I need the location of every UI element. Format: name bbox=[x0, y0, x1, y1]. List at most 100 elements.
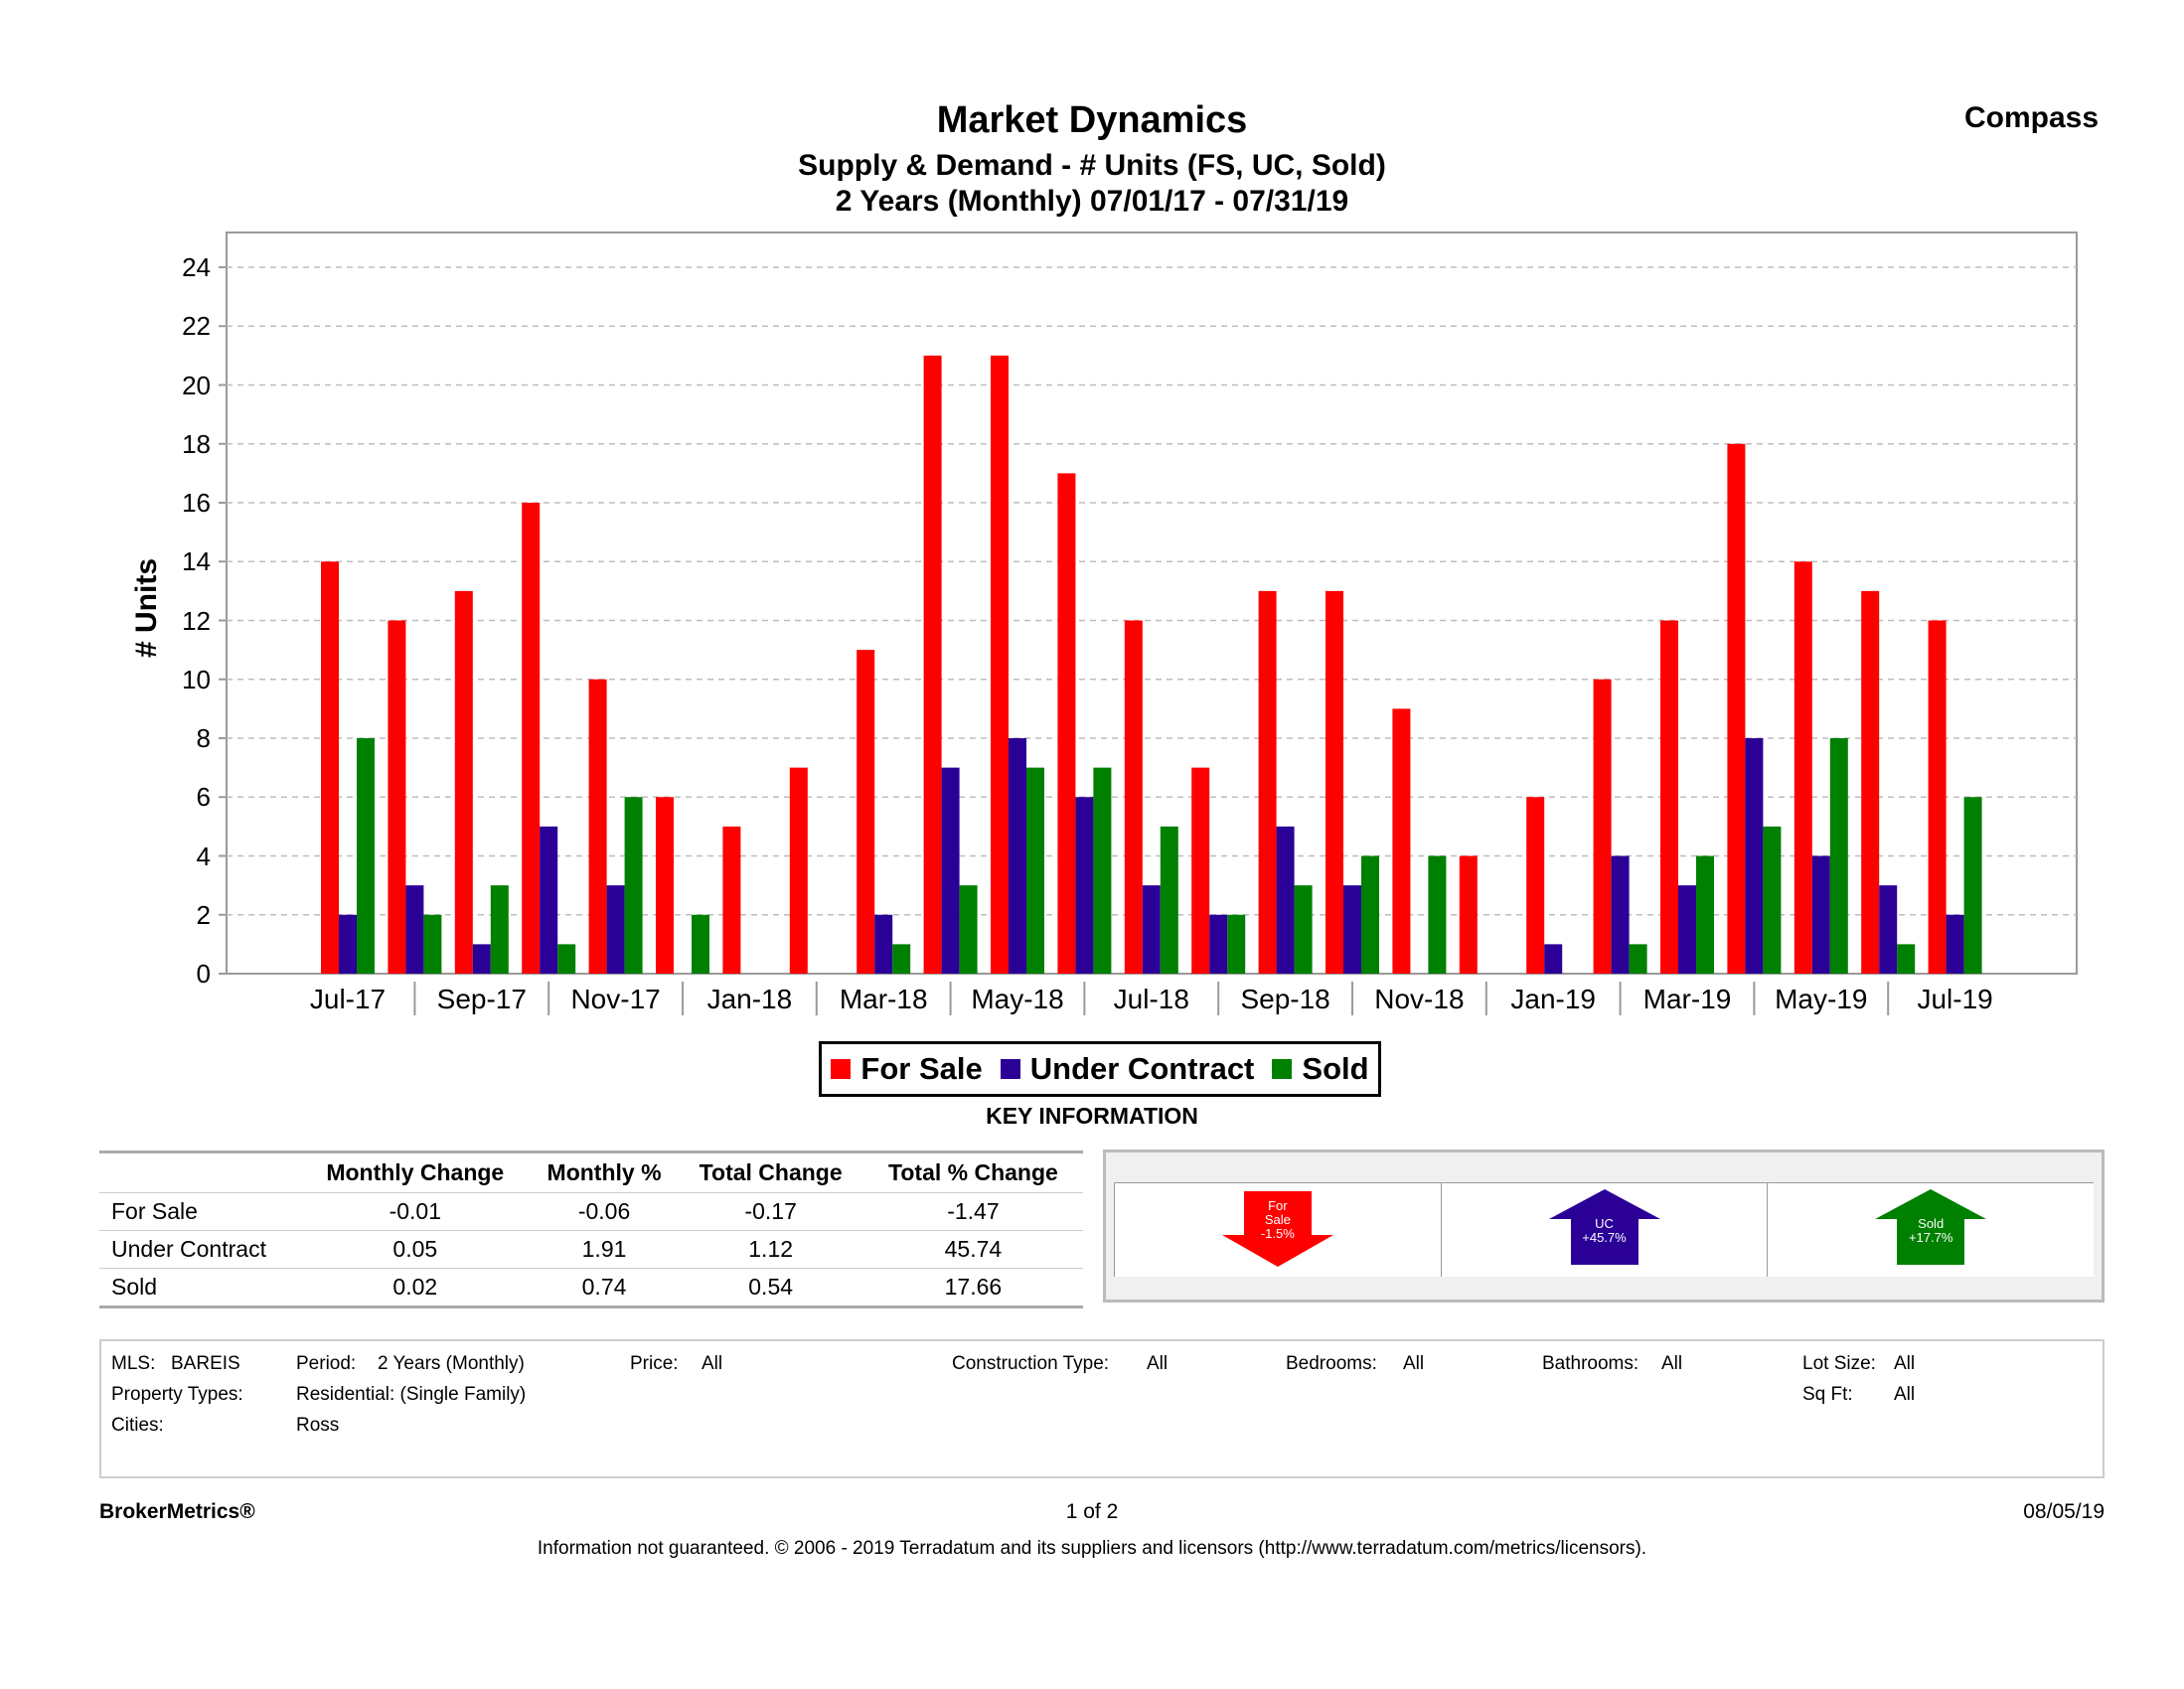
construction-type-label: Construction Type: bbox=[952, 1353, 1110, 1374]
sq-ft-value: All bbox=[1894, 1384, 1916, 1405]
bar-for-sale bbox=[1124, 620, 1143, 974]
table-cell: 0.02 bbox=[300, 1268, 531, 1308]
bar-for-sale bbox=[1392, 708, 1411, 974]
bar-sold bbox=[1093, 767, 1112, 974]
bar-under-contract bbox=[1209, 914, 1228, 974]
bar-under-contract bbox=[1678, 885, 1696, 974]
table-cell: -0.06 bbox=[530, 1192, 679, 1231]
bar-sold bbox=[1160, 826, 1178, 974]
down-arrow-icon bbox=[1221, 1191, 1333, 1267]
arrow-text-line: For bbox=[1268, 1198, 1288, 1213]
bar-sold bbox=[357, 738, 375, 974]
bar-under-contract bbox=[1142, 885, 1161, 974]
table-cell: 1.12 bbox=[678, 1230, 863, 1269]
bar-under-contract bbox=[1343, 885, 1361, 974]
y-tick-label: 2 bbox=[196, 899, 211, 930]
y-tick-label: 4 bbox=[196, 841, 211, 871]
arrow-text-line: Sale bbox=[1264, 1212, 1291, 1227]
bar-under-contract bbox=[1009, 738, 1026, 974]
bar-under-contract bbox=[1811, 855, 1830, 974]
arrow-text-line: +45.7% bbox=[1582, 1230, 1627, 1245]
bar-sold bbox=[1696, 855, 1714, 974]
bar-for-sale bbox=[722, 826, 741, 974]
bar-sold bbox=[490, 885, 509, 974]
bar-sold bbox=[1829, 738, 1848, 974]
table-cell: 0.05 bbox=[300, 1230, 531, 1269]
bar-sold bbox=[1629, 944, 1647, 974]
legend-label-sold: Sold bbox=[1302, 1051, 1369, 1086]
change-arrows-panel: For Sale -1.5% UC +45.7% Sold +17.7% bbox=[1103, 1150, 2105, 1303]
row-label: For Sale bbox=[99, 1192, 300, 1231]
legend-item-sold: Sold bbox=[1272, 1051, 1369, 1087]
legend-label-under-contract: Under Contract bbox=[1029, 1051, 1255, 1086]
bar-under-contract bbox=[472, 944, 491, 974]
bar-for-sale bbox=[1326, 590, 1343, 974]
bar-for-sale bbox=[656, 797, 674, 974]
bar-for-sale bbox=[588, 679, 607, 974]
table-cell: -1.47 bbox=[862, 1192, 1083, 1231]
chart-date-range: 2 Years (Monthly) 07/01/17 - 07/31/19 bbox=[835, 185, 1349, 218]
bar-for-sale bbox=[522, 503, 541, 974]
bar-under-contract bbox=[540, 826, 558, 974]
bar-under-contract bbox=[405, 885, 424, 974]
bar-for-sale bbox=[1727, 443, 1746, 974]
bar-sold bbox=[692, 914, 709, 974]
column-header-total-change: Total Change bbox=[699, 1159, 843, 1185]
bathrooms-label: Bathrooms: bbox=[1542, 1353, 1639, 1374]
up-arrow-icon bbox=[1875, 1189, 1987, 1265]
disclaimer: Information not guaranteed. © 2006 - 201… bbox=[537, 1538, 1647, 1559]
bar-under-contract bbox=[874, 914, 893, 974]
bar-sold bbox=[1227, 914, 1246, 974]
y-tick-label: 16 bbox=[182, 488, 211, 518]
bar-for-sale bbox=[1526, 797, 1545, 974]
bar-sold bbox=[1897, 944, 1916, 974]
y-tick-label: 22 bbox=[182, 311, 211, 342]
bar-for-sale bbox=[1660, 620, 1678, 974]
cities-label: Cities: bbox=[111, 1415, 164, 1436]
table-row: Sold 0.02 0.74 0.54 17.66 bbox=[99, 1268, 1083, 1308]
for-sale-arrow-cell: For Sale -1.5% bbox=[1114, 1183, 1441, 1277]
table-cell: 1.91 bbox=[530, 1230, 679, 1269]
bar-under-contract bbox=[1544, 944, 1563, 974]
bar-under-contract bbox=[1611, 855, 1630, 974]
bar-for-sale bbox=[1057, 473, 1076, 974]
bar-sold bbox=[959, 885, 978, 974]
report-date: 08/05/19 bbox=[2023, 1500, 2105, 1523]
table-cell: -0.01 bbox=[300, 1192, 531, 1231]
bar-for-sale bbox=[1258, 590, 1277, 974]
x-tick-label: May-18 bbox=[971, 984, 1064, 1014]
bar-for-sale bbox=[1459, 855, 1478, 974]
period-value: 2 Years (Monthly) bbox=[378, 1353, 525, 1374]
x-tick-label: Jul-19 bbox=[1917, 984, 1993, 1014]
arrow-text-line: -1.5% bbox=[1260, 1226, 1295, 1241]
table-cell: 45.74 bbox=[862, 1230, 1083, 1269]
for-sale-arrow-label: For Sale -1.5% bbox=[1248, 1199, 1308, 1241]
y-tick-label: 6 bbox=[196, 782, 211, 813]
x-tick-label: Nov-18 bbox=[1374, 984, 1465, 1014]
report-filters: MLS: BAREIS Period: 2 Years (Monthly) Pr… bbox=[99, 1339, 2105, 1478]
bar-under-contract bbox=[941, 767, 960, 974]
sq-ft-label: Sq Ft: bbox=[1802, 1384, 1853, 1405]
table-row: Under Contract 0.05 1.91 1.12 45.74 bbox=[99, 1230, 1083, 1269]
arrow-text-line: +17.7% bbox=[1908, 1230, 1953, 1245]
bar-under-contract bbox=[339, 914, 357, 974]
bathrooms-value: All bbox=[1661, 1353, 1683, 1374]
arrow-text-line: UC bbox=[1595, 1216, 1614, 1231]
footer-brand: BrokerMetrics® bbox=[99, 1500, 255, 1523]
bar-sold bbox=[557, 944, 576, 974]
bar-sold bbox=[624, 797, 643, 974]
table-cell: 0.54 bbox=[678, 1268, 863, 1308]
y-tick-label: 14 bbox=[182, 546, 211, 577]
bar-under-contract bbox=[1879, 885, 1898, 974]
chart-subtitle: Supply & Demand - # Units (FS, UC, Sold) bbox=[798, 149, 1386, 182]
arrow-text-line: Sold bbox=[1918, 1216, 1945, 1231]
bar-sold bbox=[892, 944, 911, 974]
bar-sold bbox=[1361, 855, 1379, 974]
table-cell: 17.66 bbox=[862, 1268, 1083, 1308]
bar-for-sale bbox=[321, 561, 339, 974]
sold-arrow-label: Sold +17.7% bbox=[1901, 1217, 1960, 1245]
x-tick-label: Jul-17 bbox=[309, 984, 387, 1014]
column-header-monthly-percent: Monthly % bbox=[546, 1159, 662, 1185]
y-tick-label: 20 bbox=[182, 370, 211, 400]
period-label: Period: bbox=[296, 1353, 357, 1374]
